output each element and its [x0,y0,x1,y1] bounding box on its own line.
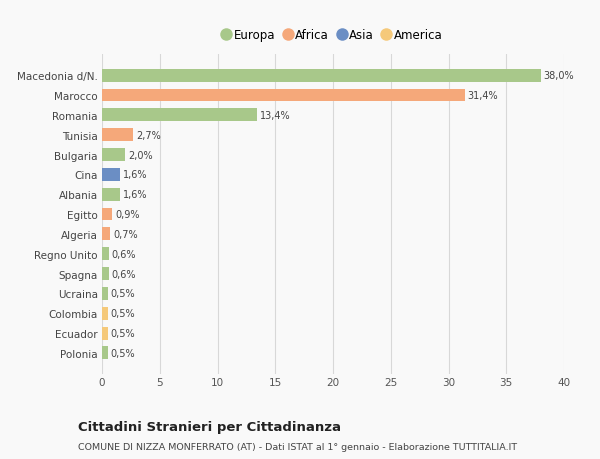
Bar [102,327,108,340]
Text: 0,9%: 0,9% [115,210,140,219]
Text: 13,4%: 13,4% [260,111,290,121]
Bar [102,109,257,122]
Text: 0,5%: 0,5% [110,328,135,338]
Bar [102,70,541,83]
Bar [102,268,109,280]
Bar [102,347,108,359]
Text: 0,6%: 0,6% [112,249,136,259]
Bar [102,287,108,300]
Text: 31,4%: 31,4% [467,91,498,101]
Bar [102,168,121,181]
Text: 0,5%: 0,5% [110,289,135,299]
Bar [102,228,110,241]
Text: 38,0%: 38,0% [544,71,574,81]
Bar [102,90,464,102]
Legend: Europa, Africa, Asia, America: Europa, Africa, Asia, America [223,29,443,42]
Text: 1,6%: 1,6% [124,170,148,180]
Text: 0,5%: 0,5% [110,348,135,358]
Text: Cittadini Stranieri per Cittadinanza: Cittadini Stranieri per Cittadinanza [78,420,341,433]
Text: 0,5%: 0,5% [110,308,135,319]
Bar [102,188,121,201]
Text: 0,6%: 0,6% [112,269,136,279]
Bar [102,208,112,221]
Bar [102,248,109,261]
Bar [102,129,133,142]
Bar [102,149,125,162]
Text: 1,6%: 1,6% [124,190,148,200]
Text: 2,0%: 2,0% [128,150,152,160]
Bar [102,307,108,320]
Text: 2,7%: 2,7% [136,130,161,140]
Text: 0,7%: 0,7% [113,230,137,239]
Text: COMUNE DI NIZZA MONFERRATO (AT) - Dati ISTAT al 1° gennaio - Elaborazione TUTTIT: COMUNE DI NIZZA MONFERRATO (AT) - Dati I… [78,442,517,451]
